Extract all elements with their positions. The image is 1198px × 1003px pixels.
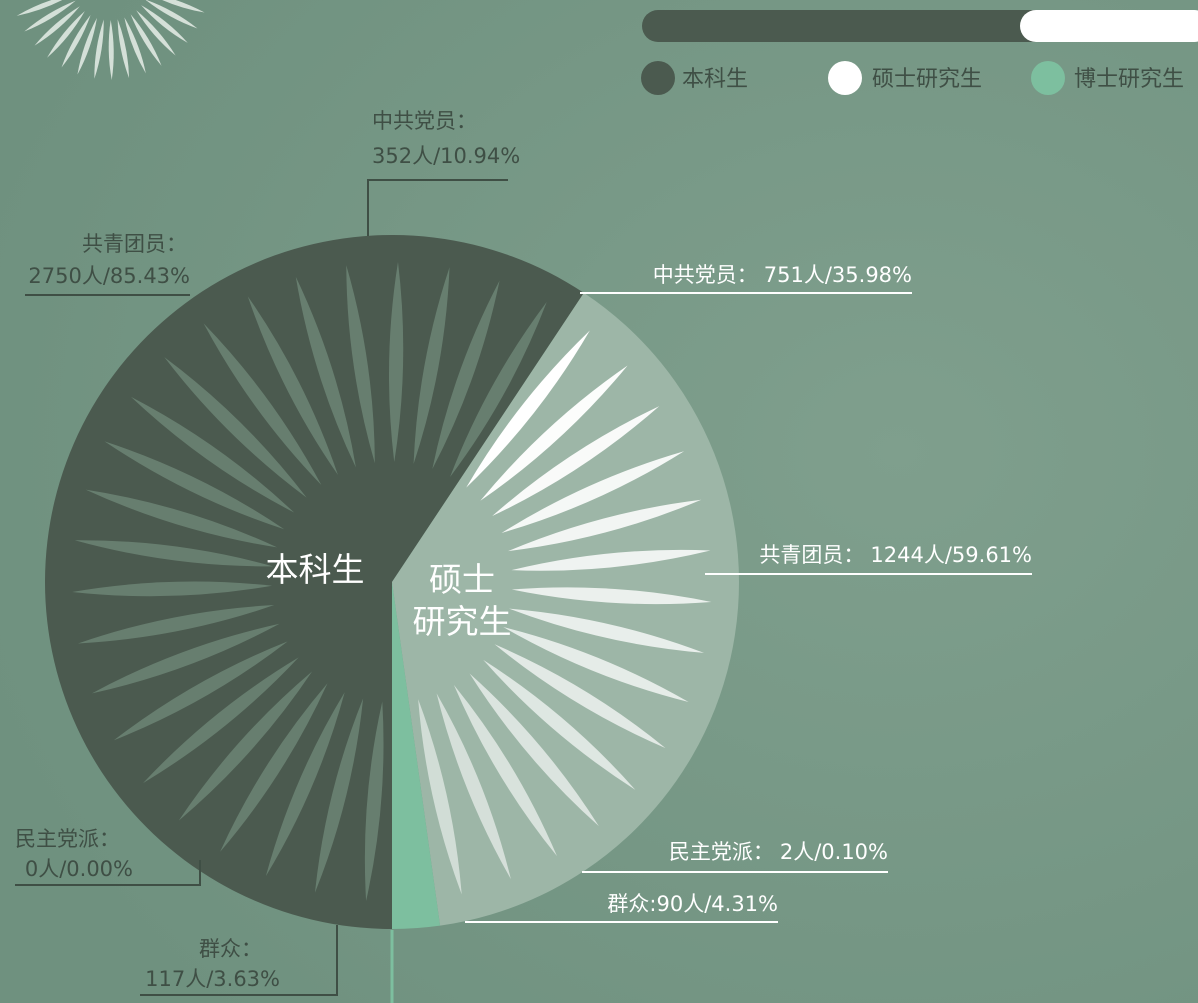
item-name: 群众：: [199, 937, 262, 961]
center-label: 本科生: [265, 550, 365, 589]
pie: [44, 235, 739, 930]
petal: [94, 19, 104, 79]
petal: [131, 396, 295, 513]
leader-line: [140, 925, 338, 996]
petal: [388, 262, 404, 463]
progress-fill: [1020, 10, 1198, 42]
petal: [124, 17, 146, 74]
leader-line: [15, 860, 201, 886]
item-value-label: 2750人/85.43%: [28, 264, 190, 288]
item-name: 共青团员：: [759, 543, 864, 567]
petal: [141, 5, 188, 43]
item-label: 中共党员： 751人/35.98%: [653, 263, 912, 287]
petal: [77, 17, 97, 75]
legend-swatch: [828, 61, 862, 95]
petal: [450, 301, 547, 477]
item-name: 民主党派：: [15, 827, 120, 851]
petal: [72, 581, 273, 597]
petal: [483, 659, 636, 790]
petal: [136, 10, 176, 56]
petal: [480, 365, 628, 501]
item-name: 民主党派：: [669, 840, 774, 864]
center-label: 硕士 研究生: [412, 560, 512, 641]
legend-swatch: [1031, 61, 1065, 95]
petal: [77, 605, 275, 644]
leader-line: [367, 179, 508, 236]
petal: [145, 0, 198, 29]
petal: [130, 14, 162, 66]
decoration: [16, 0, 205, 80]
petal: [364, 701, 384, 901]
petal: [436, 693, 511, 880]
petal: [74, 540, 274, 567]
petal: [509, 608, 705, 653]
legend-label: 硕士研究生: [872, 67, 982, 92]
petal: [117, 19, 130, 79]
petal: [247, 296, 338, 475]
petal: [265, 692, 345, 877]
petal: [203, 323, 322, 486]
item-name: 中共党员：: [372, 109, 477, 133]
item-value-label: 0人/0.00%: [25, 857, 133, 881]
item-name: 群众:: [607, 892, 656, 916]
petal: [453, 684, 558, 857]
petal: [469, 673, 599, 827]
item-label: 群众:90人/4.31%: [607, 892, 778, 916]
petal: [346, 265, 375, 464]
petal: [494, 644, 666, 749]
petal: [503, 627, 689, 703]
item-value-label: 90人/4.31%: [656, 892, 778, 916]
petal: [220, 683, 328, 852]
item-label: 共青团员： 1244人/59.61%: [759, 543, 1032, 567]
petal: [432, 280, 500, 469]
petal: [34, 6, 80, 46]
item-name: 中共党员：: [653, 263, 758, 287]
petal: [501, 451, 685, 533]
petal: [108, 19, 114, 80]
petal: [492, 406, 660, 517]
petal: [104, 441, 285, 530]
item-value-label: 117人/3.63%: [145, 967, 280, 991]
petal: [295, 276, 356, 468]
legend-label: 本科生: [682, 67, 748, 92]
petal: [413, 267, 450, 464]
petal: [91, 623, 280, 694]
petal: [511, 587, 712, 605]
petal: [113, 641, 288, 741]
petal: [24, 0, 76, 32]
item-value-label: 352人/10.94%: [372, 144, 520, 168]
item-value-label: 751人/35.98%: [764, 263, 912, 287]
item-name: 共青团员：: [82, 232, 187, 256]
petal: [178, 671, 313, 821]
petal: [164, 357, 307, 498]
petal: [61, 14, 91, 68]
petal: [47, 11, 85, 58]
item-value-label: 2人/0.10%: [780, 840, 888, 864]
item-value-label: 1244人/59.61%: [870, 543, 1032, 567]
petal: [143, 657, 299, 784]
legend-label: 博士研究生: [1074, 67, 1184, 92]
petal: [162, 0, 205, 13]
legend-swatch: [641, 61, 675, 95]
petal: [418, 699, 462, 895]
item-label: 民主党派： 2人/0.10%: [669, 840, 888, 864]
petal: [511, 549, 711, 571]
petal: [314, 698, 364, 893]
petal: [16, 0, 63, 16]
petal: [85, 489, 278, 548]
sector: [392, 582, 441, 929]
sector: [392, 292, 739, 926]
petal: [466, 330, 590, 488]
petal: [507, 499, 702, 552]
